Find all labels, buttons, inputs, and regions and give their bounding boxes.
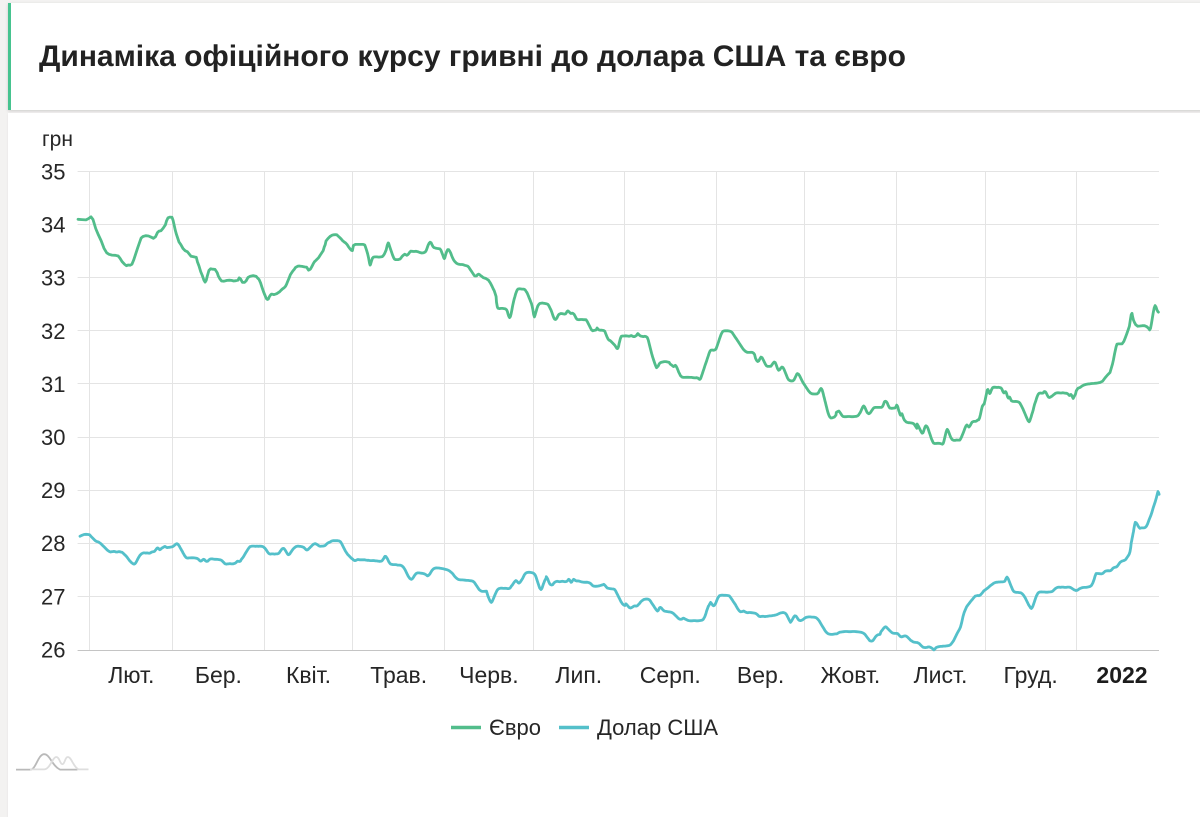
svg-text:33: 33 <box>41 266 65 291</box>
svg-text:Лист.: Лист. <box>914 662 968 688</box>
svg-text:Черв.: Черв. <box>459 662 519 688</box>
svg-text:Лют.: Лют. <box>108 662 154 688</box>
svg-text:35: 35 <box>41 160 65 185</box>
svg-text:2022: 2022 <box>1096 662 1147 688</box>
svg-text:30: 30 <box>41 425 65 450</box>
svg-text:Бер.: Бер. <box>195 662 242 688</box>
svg-text:Вер.: Вер. <box>737 662 784 688</box>
svg-text:Трав.: Трав. <box>370 662 427 688</box>
svg-text:Серп.: Серп. <box>640 662 701 688</box>
svg-text:26: 26 <box>41 637 65 662</box>
svg-text:грн: грн <box>42 128 73 151</box>
svg-text:28: 28 <box>41 531 65 556</box>
svg-text:34: 34 <box>41 213 65 238</box>
svg-text:Квіт.: Квіт. <box>286 662 331 688</box>
svg-text:Євро: Євро <box>489 715 541 740</box>
svg-text:Лип.: Лип. <box>555 662 602 688</box>
svg-text:Долар США: Долар США <box>597 715 718 740</box>
svg-text:Жовт.: Жовт. <box>820 662 880 688</box>
svg-text:29: 29 <box>41 478 65 503</box>
svg-text:32: 32 <box>41 319 65 344</box>
svg-text:Груд.: Груд. <box>1003 662 1057 688</box>
svg-text:31: 31 <box>41 372 65 397</box>
svg-text:27: 27 <box>41 584 65 609</box>
